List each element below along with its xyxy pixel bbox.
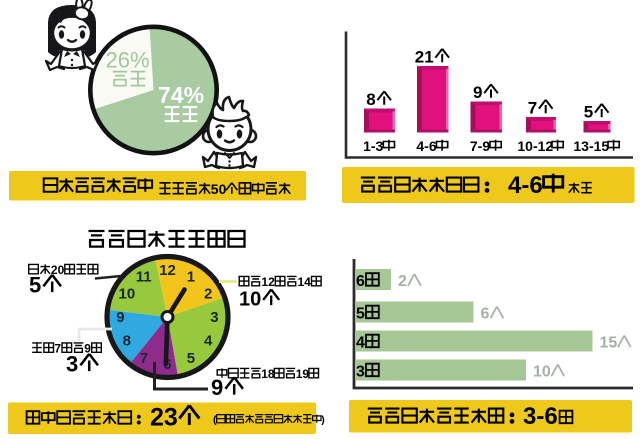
svg-text:20: 20 xyxy=(51,263,65,277)
svg-text:12: 12 xyxy=(261,275,275,289)
svg-text:4: 4 xyxy=(204,333,213,350)
svg-text:5: 5 xyxy=(356,306,365,323)
svg-text:10: 10 xyxy=(533,364,551,381)
svg-text:3-6: 3-6 xyxy=(523,403,558,430)
svg-text:10: 10 xyxy=(239,289,261,311)
svg-text:7-9: 7-9 xyxy=(470,138,490,154)
svg-text:1-3: 1-3 xyxy=(363,138,383,154)
svg-text:4-6: 4-6 xyxy=(416,138,436,154)
svg-text:15: 15 xyxy=(600,335,618,352)
svg-text:6: 6 xyxy=(356,273,365,290)
svg-text:50: 50 xyxy=(211,181,227,197)
svg-text:9: 9 xyxy=(211,375,223,400)
svg-text:(: ( xyxy=(213,414,217,426)
svg-text:9: 9 xyxy=(116,309,124,326)
svg-text:9: 9 xyxy=(84,342,91,356)
svg-text:74%: 74% xyxy=(158,82,204,108)
svg-text:14: 14 xyxy=(298,275,312,289)
svg-text:2: 2 xyxy=(204,286,212,303)
svg-text:): ) xyxy=(321,414,325,426)
svg-text:3: 3 xyxy=(66,352,78,377)
svg-text:23: 23 xyxy=(150,404,178,432)
svg-text:21: 21 xyxy=(415,48,434,67)
svg-text:4: 4 xyxy=(356,335,365,352)
svg-text:5: 5 xyxy=(187,350,195,367)
svg-text:26%: 26% xyxy=(106,48,150,73)
svg-text:12: 12 xyxy=(159,262,176,279)
svg-text:7: 7 xyxy=(140,350,148,367)
svg-text:1: 1 xyxy=(187,269,195,286)
svg-text:9: 9 xyxy=(473,83,482,102)
svg-text:11: 11 xyxy=(136,269,152,286)
svg-text:10: 10 xyxy=(119,286,136,303)
svg-text:5: 5 xyxy=(29,273,41,298)
svg-text:6: 6 xyxy=(481,306,490,323)
svg-text:13-15: 13-15 xyxy=(573,138,609,154)
svg-text:7: 7 xyxy=(528,99,537,118)
svg-text:3: 3 xyxy=(356,364,365,381)
svg-text:19: 19 xyxy=(296,367,310,381)
svg-text:5: 5 xyxy=(584,103,593,122)
svg-text:8: 8 xyxy=(366,90,375,109)
svg-text:3: 3 xyxy=(210,309,218,326)
svg-text:10-12: 10-12 xyxy=(517,138,553,154)
svg-text:18: 18 xyxy=(261,367,275,381)
svg-text:2: 2 xyxy=(398,273,407,290)
svg-text:8: 8 xyxy=(123,333,131,350)
svg-text:7: 7 xyxy=(54,342,61,356)
svg-text:4-6: 4-6 xyxy=(508,172,543,199)
